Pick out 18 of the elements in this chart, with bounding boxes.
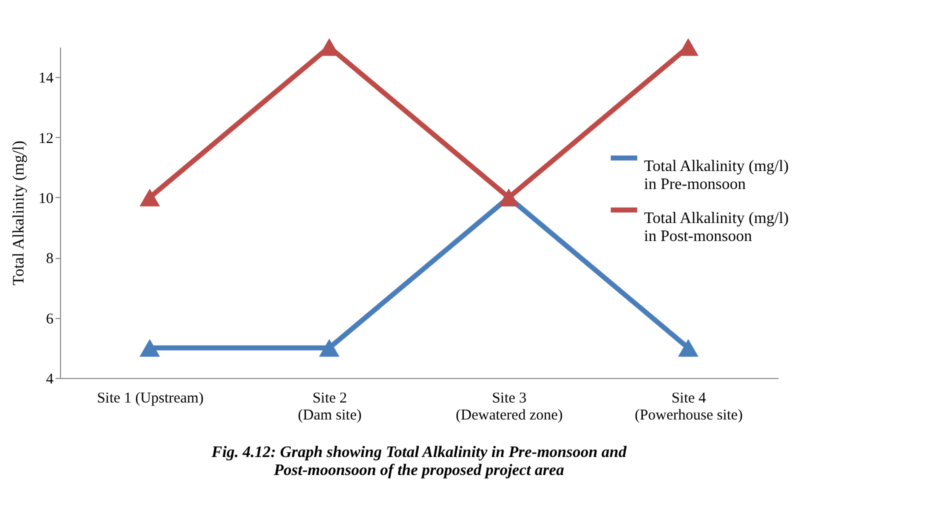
y-tick-label: 4 <box>46 372 54 388</box>
x-tick-label: Site 1 (Upstream) <box>96 390 204 406</box>
point <box>319 339 340 357</box>
y-tick-label: 8 <box>46 251 54 268</box>
legend-label: Total Alkalinity (mg/l) in Pre-monsoon <box>644 158 789 193</box>
y-tick-label: 14 <box>38 70 54 87</box>
y-axis-title: Total Alkalinity (mg/l) <box>10 140 28 286</box>
y-tick-label: 6 <box>46 311 54 328</box>
point <box>140 188 160 206</box>
legend-label: Total Alkalinity (mg/l) in Post-monsoon <box>644 210 789 245</box>
point <box>140 339 160 357</box>
y-tick-label: 12 <box>38 130 54 147</box>
point <box>678 339 698 357</box>
x-tick-label: Site 4 (Powerhouse site) <box>634 390 743 424</box>
y-tick-label: 10 <box>38 190 54 207</box>
text: Fig. 4.12: Graph showing Total Alkalinity in Pre-monsoon and Post-moonsoon of the proposed project area <box>210 444 628 479</box>
x-tick-label: Site 2 (Dam site) <box>298 390 362 424</box>
x-tick-label: Site 3 (Dewatered zone) <box>456 390 563 424</box>
